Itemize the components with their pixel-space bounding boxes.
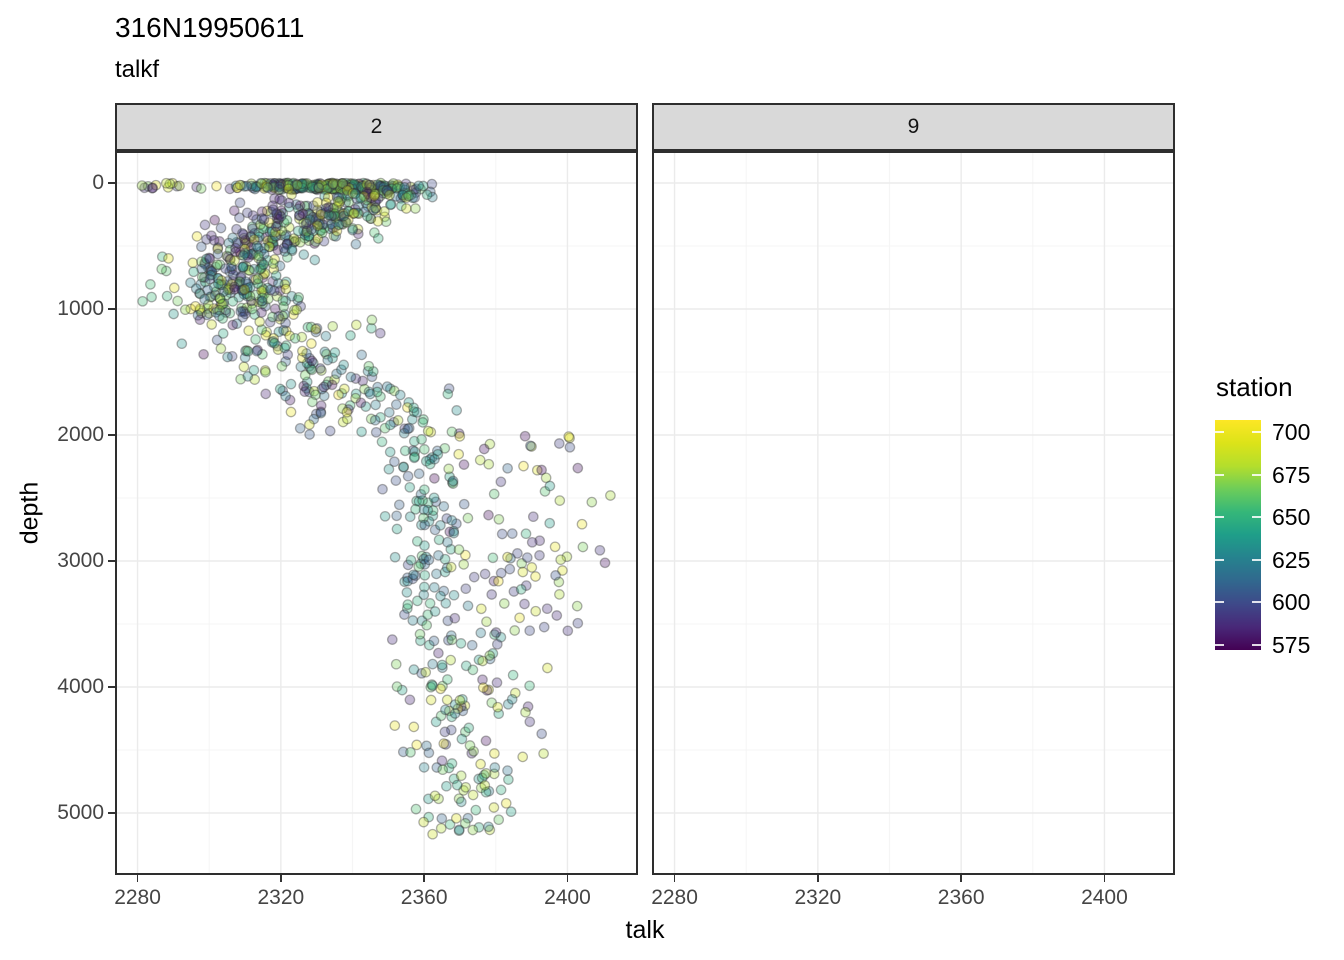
x-axis-tick [423, 875, 425, 882]
legend-title: station [1216, 372, 1293, 402]
grid-major [115, 151, 638, 875]
legend-colorbar-tick [1215, 516, 1224, 519]
x-axis-tick-label: 2400 [544, 886, 591, 909]
x-axis-tick [673, 875, 676, 882]
legend-colorbar-tick [1215, 643, 1224, 646]
facet-strip-2: 2 [115, 103, 638, 151]
x-axis-tick-label: 2320 [257, 886, 305, 909]
legend-colorbar-tick [1252, 430, 1261, 433]
y-axis-tick-label: 1000 [57, 297, 104, 320]
legend-colorbar-tick [1252, 473, 1261, 476]
plot-subtitle: talkf [115, 56, 160, 83]
legend-colorbar-tick [1252, 516, 1261, 519]
x-axis-tick-label: 2280 [114, 886, 161, 909]
grid-minor [115, 151, 638, 875]
facet-panel-2 [115, 151, 638, 875]
y-axis-tick [108, 686, 115, 688]
facet-panel-9 [652, 151, 1175, 875]
x-axis-tick [566, 875, 569, 882]
grid-minor [652, 151, 1175, 875]
y-axis-tick [108, 182, 115, 184]
x-axis-tick-label: 2280 [651, 886, 698, 909]
x-axis-tick-label: 2360 [937, 886, 985, 909]
y-axis-tick-label: 0 [92, 171, 104, 194]
legend-colorbar-tick [1215, 430, 1224, 433]
legend-tick-label: 575 [1272, 631, 1311, 658]
x-axis-title: talk [625, 916, 665, 944]
y-axis-title: depth [15, 481, 44, 545]
legend-colorbar-tick [1215, 601, 1224, 604]
plot-title: 316N19950611 [115, 12, 305, 43]
x-axis-tick-label: 2400 [1081, 886, 1128, 909]
x-axis-tick [960, 875, 962, 882]
facet-strip-label: 9 [907, 115, 920, 138]
legend-colorbar-tick [1252, 601, 1261, 604]
scatter-points [136, 177, 616, 840]
legend-tick-label: 600 [1272, 589, 1311, 616]
legend-colorbar-tick [1215, 558, 1224, 561]
y-axis-tick [108, 434, 115, 436]
x-axis-tick [1103, 875, 1106, 882]
facet-strip-9: 9 [652, 103, 1175, 151]
x-axis-tick [817, 875, 819, 882]
y-axis-tick-label: 3000 [57, 549, 104, 572]
legend-tick-label: 625 [1272, 546, 1311, 573]
legend-tick-label: 675 [1272, 461, 1311, 488]
y-axis-tick-label: 5000 [57, 801, 104, 824]
facet-strip-label: 2 [370, 115, 383, 138]
legend-colorbar [1215, 420, 1261, 650]
panel-border [115, 151, 638, 875]
legend-tick-label: 700 [1272, 418, 1311, 445]
legend-colorbar-tick [1252, 558, 1261, 561]
legend-colorbar-tick [1215, 473, 1224, 476]
y-axis-tick [108, 812, 115, 814]
y-axis-tick [108, 560, 115, 562]
x-axis-tick [280, 875, 282, 882]
y-axis-tick [108, 308, 115, 310]
x-axis-tick-label: 2320 [794, 886, 842, 909]
legend-tick-label: 650 [1272, 504, 1311, 531]
y-axis-tick-label: 4000 [57, 675, 104, 698]
panel-border [652, 151, 1175, 875]
y-axis-tick-label: 2000 [57, 423, 104, 446]
x-axis-tick [136, 875, 139, 882]
x-axis-tick-label: 2360 [400, 886, 448, 909]
grid-major [652, 151, 1175, 875]
legend-colorbar-tick [1252, 643, 1261, 646]
